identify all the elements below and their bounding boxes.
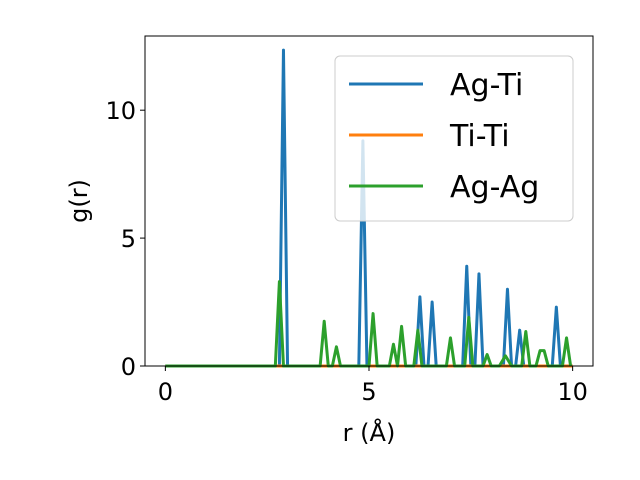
legend-label-ag-ti: Ag-Ti (450, 68, 523, 103)
legend-label-ag-ag: Ag-Ag (450, 170, 539, 205)
x-tick-label: 5 (361, 378, 376, 406)
legend: Ag-Ti Ti-Ti Ag-Ag (334, 55, 574, 222)
y-tick-label: 0 (121, 353, 136, 381)
legend-box (334, 55, 574, 222)
x-tick-label: 0 (158, 378, 173, 406)
axis-ticks: 0 5 10 0 5 10 (105, 97, 587, 406)
y-axis-label: g(r) (65, 179, 93, 223)
x-axis-label: r (Å) (343, 418, 396, 447)
y-tick-label: 5 (121, 225, 136, 253)
y-tick-label: 10 (105, 97, 136, 125)
x-tick-label: 10 (557, 378, 588, 406)
legend-label-ti-ti: Ti-Ti (449, 119, 510, 154)
